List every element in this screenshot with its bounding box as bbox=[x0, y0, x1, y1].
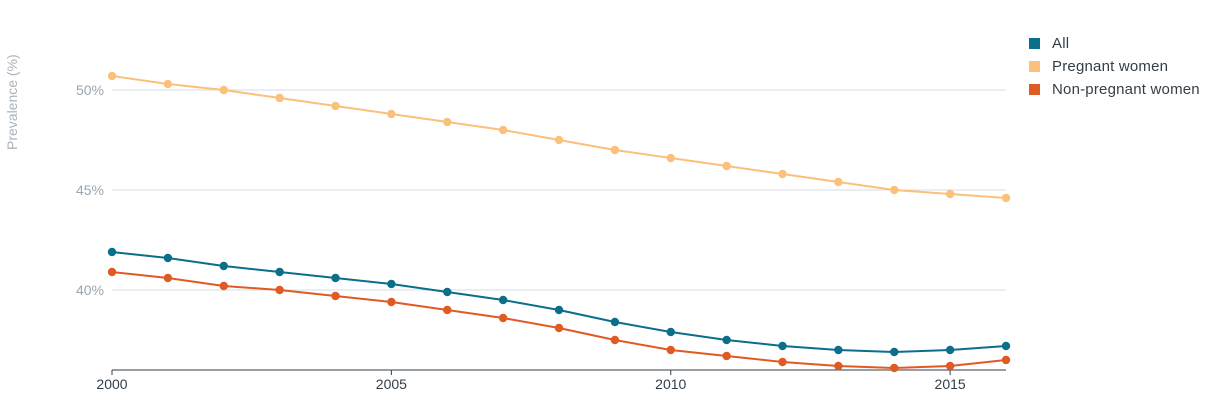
data-point-all-2011[interactable] bbox=[722, 335, 731, 345]
data-point-non-pregnant-women-2010[interactable] bbox=[666, 345, 675, 355]
data-point-non-pregnant-women-2014[interactable] bbox=[890, 363, 899, 373]
data-point-all-2003[interactable] bbox=[275, 267, 284, 277]
data-point-pregnant-women-2001[interactable] bbox=[163, 79, 173, 89]
axes: 40% 45% 50% 2000 2005 2010 2015 bbox=[76, 82, 1006, 392]
data-point-pregnant-women-2005[interactable] bbox=[387, 109, 396, 119]
legend-label: Non-pregnant women bbox=[1052, 81, 1200, 98]
data-point-pregnant-women-2010[interactable] bbox=[666, 153, 675, 163]
data-point-all-2012[interactable] bbox=[778, 341, 787, 351]
data-point-non-pregnant-women-2004[interactable] bbox=[331, 291, 340, 301]
data-point-pregnant-women-2006[interactable] bbox=[443, 117, 452, 127]
y-tick-label: 45% bbox=[76, 182, 104, 198]
data-point-non-pregnant-women-2008[interactable] bbox=[554, 323, 564, 333]
data-point-non-pregnant-women-2011[interactable] bbox=[722, 351, 731, 361]
data-point-all-2005[interactable] bbox=[387, 279, 396, 289]
data-point-non-pregnant-women-2003[interactable] bbox=[275, 285, 284, 295]
data-point-non-pregnant-women-2000[interactable] bbox=[107, 267, 117, 277]
x-tick-label: 2005 bbox=[376, 376, 407, 392]
data-point-pregnant-women-2015[interactable] bbox=[945, 189, 955, 199]
data-point-all-2001[interactable] bbox=[163, 253, 173, 263]
data-point-non-pregnant-women-2005[interactable] bbox=[387, 297, 396, 307]
data-point-pregnant-women-2003[interactable] bbox=[275, 93, 284, 103]
data-point-non-pregnant-women-2007[interactable] bbox=[498, 313, 508, 323]
data-point-pregnant-women-2012[interactable] bbox=[778, 169, 787, 179]
series-all bbox=[107, 247, 1011, 357]
series-line-non-pregnant-women bbox=[111, 271, 1007, 369]
data-point-pregnant-women-2000[interactable] bbox=[107, 71, 117, 81]
data-point-all-2008[interactable] bbox=[554, 305, 564, 315]
data-point-all-2002[interactable] bbox=[219, 261, 228, 271]
gridlines bbox=[112, 89, 1006, 291]
data-point-non-pregnant-women-2009[interactable] bbox=[610, 335, 620, 345]
data-point-non-pregnant-women-2002[interactable] bbox=[219, 281, 228, 291]
series-line-all bbox=[111, 251, 1007, 353]
data-point-non-pregnant-women-2016[interactable] bbox=[1001, 355, 1011, 365]
data-point-pregnant-women-2004[interactable] bbox=[331, 101, 340, 111]
data-point-non-pregnant-women-2006[interactable] bbox=[443, 305, 452, 315]
data-point-non-pregnant-women-2013[interactable] bbox=[834, 361, 843, 371]
data-point-non-pregnant-women-2001[interactable] bbox=[163, 273, 173, 283]
data-point-all-2016[interactable] bbox=[1001, 341, 1011, 351]
data-point-all-2015[interactable] bbox=[945, 345, 955, 355]
legend-item-pregnant-women[interactable]: Pregnant women bbox=[1029, 55, 1200, 78]
data-point-pregnant-women-2008[interactable] bbox=[554, 135, 564, 145]
data-point-all-2007[interactable] bbox=[498, 295, 508, 305]
data-point-all-2009[interactable] bbox=[610, 317, 620, 327]
series-pregnant-women bbox=[107, 71, 1011, 203]
data-point-all-2010[interactable] bbox=[666, 327, 675, 337]
data-point-pregnant-women-2014[interactable] bbox=[890, 185, 899, 195]
data-point-pregnant-women-2011[interactable] bbox=[722, 161, 731, 171]
y-tick-label: 50% bbox=[76, 82, 104, 98]
series-non-pregnant-women bbox=[107, 267, 1011, 373]
legend-item-all[interactable]: All bbox=[1029, 32, 1200, 55]
x-tick-label: 2015 bbox=[935, 376, 966, 392]
series-layer bbox=[107, 71, 1011, 373]
data-point-all-2004[interactable] bbox=[331, 273, 340, 283]
data-point-pregnant-women-2016[interactable] bbox=[1001, 193, 1011, 203]
data-point-all-2013[interactable] bbox=[834, 345, 843, 355]
x-tick-label: 2000 bbox=[96, 376, 127, 392]
legend-swatch bbox=[1029, 38, 1040, 49]
data-point-pregnant-women-2013[interactable] bbox=[834, 177, 843, 187]
data-point-non-pregnant-women-2012[interactable] bbox=[778, 357, 787, 367]
data-point-pregnant-women-2007[interactable] bbox=[498, 125, 508, 135]
legend-swatch bbox=[1029, 61, 1040, 72]
x-tick-label: 2010 bbox=[655, 376, 686, 392]
data-point-non-pregnant-women-2015[interactable] bbox=[945, 361, 955, 371]
data-point-pregnant-women-2002[interactable] bbox=[219, 85, 228, 95]
legend-item-non-pregnant-women[interactable]: Non-pregnant women bbox=[1029, 78, 1200, 101]
legend-label: All bbox=[1052, 35, 1070, 52]
legend-label: Pregnant women bbox=[1052, 58, 1169, 75]
y-tick-label: 40% bbox=[76, 282, 104, 298]
data-point-pregnant-women-2009[interactable] bbox=[610, 145, 620, 155]
data-point-all-2006[interactable] bbox=[443, 287, 452, 297]
data-point-all-2014[interactable] bbox=[890, 347, 899, 357]
data-point-all-2000[interactable] bbox=[107, 247, 117, 257]
legend-swatch bbox=[1029, 84, 1040, 95]
y-axis-label: Prevalence (%) bbox=[4, 54, 20, 150]
legend: All Pregnant women Non-pregnant women bbox=[1029, 32, 1200, 101]
